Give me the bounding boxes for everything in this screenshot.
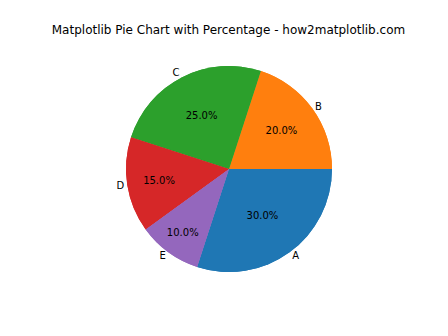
svg-text:D: D — [117, 180, 125, 191]
svg-text:B: B — [315, 101, 322, 112]
svg-text:15.0%: 15.0% — [143, 175, 175, 186]
svg-text:10.0%: 10.0% — [167, 227, 199, 238]
svg-text:20.0%: 20.0% — [266, 125, 298, 136]
svg-text:25.0%: 25.0% — [186, 110, 218, 121]
svg-text:E: E — [159, 250, 165, 261]
svg-text:C: C — [172, 67, 179, 78]
svg-text:Matplotlib Pie Chart with Perc: Matplotlib Pie Chart with Percentage - h… — [52, 23, 405, 37]
svg-text:A: A — [292, 250, 299, 261]
svg-text:30.0%: 30.0% — [247, 210, 279, 221]
